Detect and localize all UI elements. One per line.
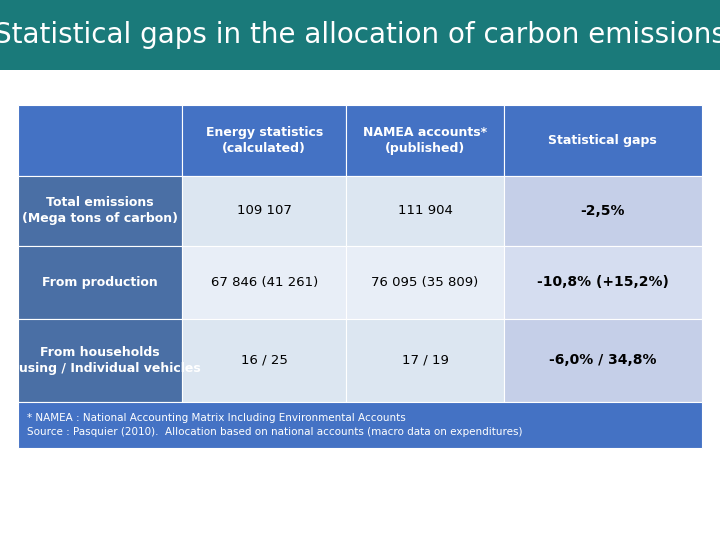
Text: 109 107: 109 107: [237, 204, 292, 217]
Text: Statistical gaps in the allocation of carbon emissions: Statistical gaps in the allocation of ca…: [0, 21, 720, 49]
Text: 16 / 25: 16 / 25: [240, 354, 288, 367]
Text: NAMEA accounts*
(published): NAMEA accounts* (published): [363, 126, 487, 155]
Text: From production: From production: [42, 275, 158, 289]
Text: 17 / 19: 17 / 19: [402, 354, 449, 367]
Bar: [182, 105, 346, 176]
Bar: [182, 176, 346, 246]
Bar: [504, 319, 702, 402]
Text: 76 095 (35 809): 76 095 (35 809): [372, 275, 479, 289]
Text: * NAMEA : National Accounting Matrix Including Environmental Accounts
Source : P: * NAMEA : National Accounting Matrix Inc…: [27, 413, 522, 437]
Bar: [504, 176, 702, 246]
Bar: [18, 105, 182, 176]
Text: -6,0% / 34,8%: -6,0% / 34,8%: [549, 354, 657, 367]
Bar: [18, 246, 182, 319]
Text: Statistical gaps: Statistical gaps: [549, 134, 657, 147]
Text: -10,8% (+15,2%): -10,8% (+15,2%): [537, 275, 669, 289]
Text: Energy statistics
(calculated): Energy statistics (calculated): [206, 126, 323, 155]
Bar: [18, 319, 182, 402]
Bar: [18, 176, 182, 246]
Text: 111 904: 111 904: [397, 204, 452, 217]
Text: 67 846 (41 261): 67 846 (41 261): [211, 275, 318, 289]
Bar: [182, 246, 346, 319]
Bar: [18, 402, 702, 448]
Bar: [346, 105, 504, 176]
Text: From households
Housing / Individual vehicles: From households Housing / Individual veh…: [0, 346, 200, 375]
Text: Total emissions
(Mega tons of carbon): Total emissions (Mega tons of carbon): [22, 196, 178, 225]
Bar: [346, 246, 504, 319]
Bar: [346, 319, 504, 402]
Text: -2,5%: -2,5%: [580, 204, 625, 218]
Bar: [504, 246, 702, 319]
Bar: [504, 105, 702, 176]
Bar: [346, 176, 504, 246]
Bar: [0, 0, 720, 70]
Bar: [182, 319, 346, 402]
